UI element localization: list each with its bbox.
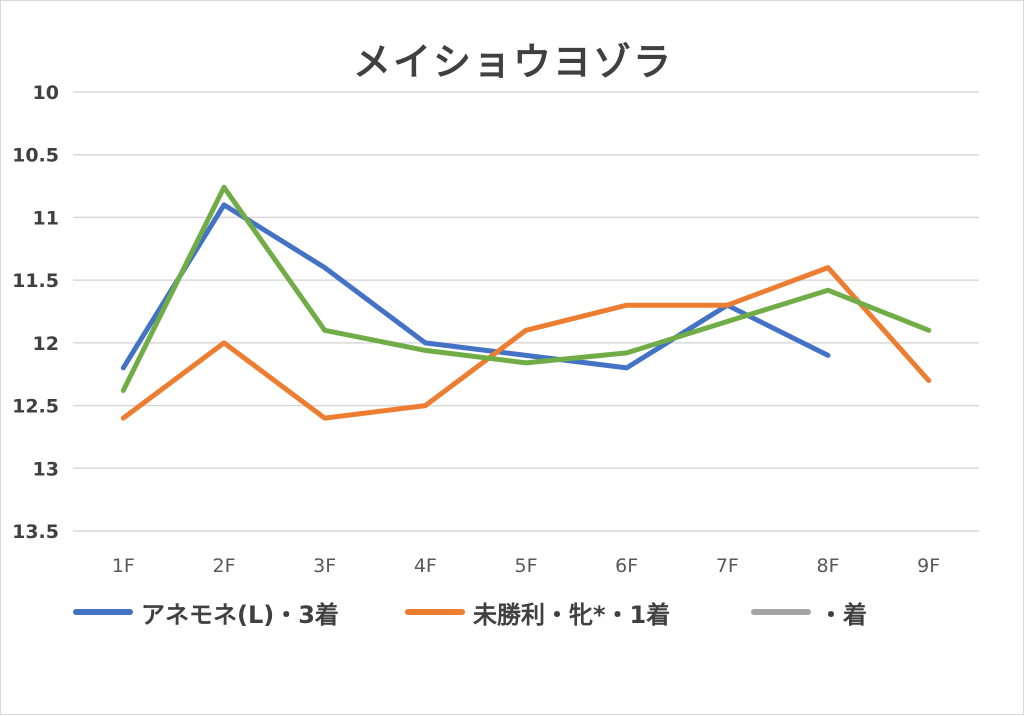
chart-title: メイショウヨゾラ (352, 40, 673, 84)
y-tick-label: 12 (33, 333, 59, 355)
x-tick-label: 4F (414, 555, 437, 577)
legend-label: 未勝利・牝*・1着 (473, 600, 671, 629)
series-line-3 (120, 184, 932, 393)
x-tick-label: 6F (615, 555, 638, 577)
y-tick-label: 11 (33, 207, 59, 229)
y-tick-label: 10.5 (12, 145, 59, 167)
legend-item-empty: ・着 (751, 594, 867, 630)
x-tick-label: 9F (917, 555, 940, 577)
gridlines (73, 91, 979, 532)
legend-item-anemone: アネモネ(L)・3着 (73, 594, 339, 630)
x-tick-label: 7F (716, 555, 739, 577)
legend-swatch-orange (405, 609, 465, 615)
legend-swatch-blue (73, 609, 133, 615)
x-tick-label: 3F (313, 555, 336, 577)
x-tick-label: 8F (816, 555, 839, 577)
x-tick-label: 5F (514, 555, 537, 577)
legend-label: アネモネ(L)・3着 (141, 600, 339, 629)
legend-swatch-gray (751, 609, 811, 615)
y-tick-label: 13 (33, 458, 59, 480)
x-tick-label: 1F (112, 555, 135, 577)
series-line-1 (120, 265, 932, 421)
x-tick-label: 2F (212, 555, 235, 577)
y-tick-label: 12.5 (12, 396, 59, 418)
series-lines (120, 184, 932, 421)
y-tick-label: 13.5 (12, 521, 59, 543)
legend-item-maiden: 未勝利・牝*・1着 (405, 594, 670, 630)
y-tick-label: 10 (33, 82, 59, 104)
legend: アネモネ(L)・3着 未勝利・牝*・1着 ・着 (1, 594, 1024, 630)
x-axis-ticks: 1F 2F 3F 4F 5F 6F 7F 8F 9F (112, 555, 940, 577)
y-axis-ticks: 10 10.5 11 11.5 12 12.5 13 13.5 (12, 82, 59, 543)
legend-label: ・着 (819, 600, 867, 629)
y-tick-label: 11.5 (12, 270, 59, 292)
